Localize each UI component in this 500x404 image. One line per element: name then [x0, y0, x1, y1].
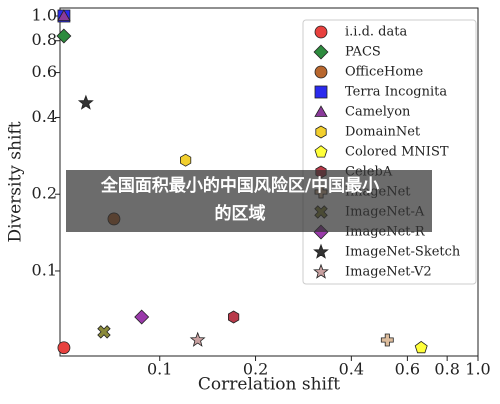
- marker: [313, 263, 329, 279]
- marker: [313, 44, 329, 60]
- marker: [313, 243, 329, 259]
- legend-label: i.i.d. data: [345, 25, 407, 40]
- x-tick-label: 0.4: [339, 360, 364, 379]
- legend-label: PACS: [345, 45, 381, 60]
- x-tick-label: 1.0: [465, 360, 490, 379]
- x-axis-label: Correlation shift: [198, 375, 340, 395]
- legend-label: ImageNet-Sketch: [345, 245, 461, 260]
- marker: [380, 333, 394, 347]
- x-tick-label: 0.6: [395, 360, 420, 379]
- marker: [227, 310, 240, 324]
- marker: [97, 325, 111, 339]
- legend-label: DomainNet: [345, 125, 421, 140]
- banner: [66, 170, 432, 232]
- y-tick-label: 0.4: [32, 107, 57, 126]
- legend-label: Camelyon: [345, 105, 411, 120]
- x-tick-label: 0.8: [434, 360, 459, 379]
- marker: [179, 153, 192, 167]
- marker: [315, 125, 327, 139]
- legend-label: ImageNet-V2: [345, 265, 432, 280]
- banner-text: 的区域: [215, 203, 266, 224]
- y-tick-label: 0.8: [32, 30, 57, 49]
- legend-label: Terra Incognita: [345, 85, 447, 100]
- marker: [189, 331, 206, 347]
- marker: [77, 94, 94, 110]
- marker: [314, 25, 328, 39]
- marker: [314, 85, 328, 99]
- marker: [56, 28, 72, 44]
- marker: [57, 341, 71, 355]
- marker: [134, 309, 150, 325]
- legend-label: OfficeHome: [345, 65, 424, 80]
- banner-text: 全国面积最小的中国风险区/中国最小: [100, 175, 379, 196]
- x-tick-label: 0.2: [243, 360, 268, 379]
- y-axis-label: Diversity shift: [6, 121, 26, 242]
- legend-label: Colored MNIST: [345, 145, 449, 160]
- y-tick-label: 0.6: [32, 62, 57, 81]
- marker: [314, 65, 328, 79]
- marker: [57, 9, 71, 21]
- plot-frame: [59, 7, 479, 357]
- x-tick-label: 0.1: [147, 360, 172, 379]
- marker: [314, 145, 328, 158]
- y-tick-label: 1.0: [32, 6, 57, 25]
- y-tick-label: 0.2: [32, 184, 57, 203]
- marker: [414, 340, 428, 354]
- y-tick-label: 0.1: [32, 260, 57, 279]
- marker: [314, 105, 328, 117]
